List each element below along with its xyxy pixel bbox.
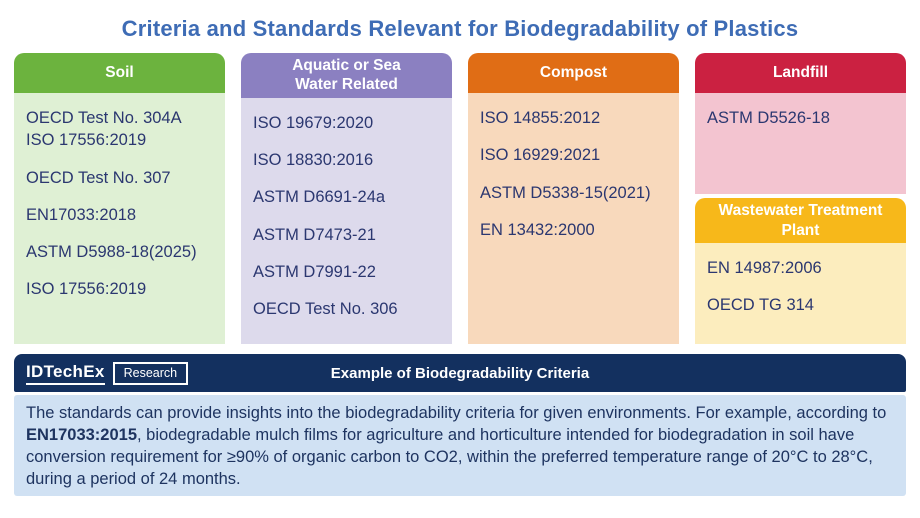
aquatic-body: ISO 19679:2020 ISO 18830:2016 ASTM D6691-2…	[241, 97, 452, 344]
column-soil: Soil OECD Test No. 304A ISO 17556:2019 OE…	[14, 53, 225, 344]
standard-item: OECD Test No. 307	[26, 168, 171, 187]
compost-header: Compost	[468, 53, 679, 93]
standard-item: ISO 16929:2021	[480, 146, 601, 165]
paragraph-pre: The standards can provide insights into …	[26, 404, 887, 422]
column-aquatic: Aquatic or Sea Water Related ISO 19679:2…	[241, 53, 452, 344]
column-landfill-wastewater: Landfill ASTM D5526-18 Wastewater Treatm…	[695, 53, 906, 344]
research-badge: Research	[112, 361, 189, 385]
standard-item: ISO 19679:2020	[253, 113, 374, 132]
example-paragraph: The standards can provide insights into …	[14, 395, 906, 496]
standard-item: ASTM D5988-18(2025)	[26, 243, 197, 262]
landfill-body: ASTM D5526-18	[695, 93, 906, 194]
idtechex-logo-text: IDTechEx	[26, 362, 105, 385]
footer-bar: IDTechEx Research Example of Biodegradab…	[14, 354, 906, 392]
standards-columns: Soil OECD Test No. 304A ISO 17556:2019 OE…	[0, 53, 920, 344]
standard-item: ISO 18830:2016	[253, 151, 374, 170]
standard-item: ISO 14855:2012	[480, 109, 601, 127]
idtechex-logo: IDTechEx Research	[26, 361, 189, 385]
standard-item: EN 14987:2006	[707, 259, 822, 277]
paragraph-bold: EN17033:2015	[26, 426, 138, 444]
footer-bar-title: Example of Biodegradability Criteria	[330, 364, 590, 382]
standard-item: EN17033:2018	[26, 205, 137, 224]
landfill-header: Landfill	[695, 53, 906, 93]
paragraph-post: , biodegradable mulch films for agricult…	[26, 426, 873, 488]
standard-item: OECD Test No. 306	[253, 300, 398, 319]
standard-item: OECD Test No. 304A ISO 17556:2019	[26, 109, 182, 150]
wastewater-header: Wastewater Treatment Plant	[695, 198, 906, 243]
compost-body: ISO 14855:2012 ISO 16929:2021 ASTM D5338-1…	[468, 93, 679, 344]
aquatic-header: Aquatic or Sea Water Related	[241, 53, 452, 98]
standard-item: ASTM D5338-15(2021)	[480, 183, 651, 202]
page-title: Criteria and Standards Relevant for Biod…	[121, 16, 799, 41]
standard-item: ASTM D6691-24a	[253, 188, 386, 207]
column-compost: Compost ISO 14855:2012 ISO 16929:2021 ASTM…	[468, 53, 679, 344]
soil-body: OECD Test No. 304A ISO 17556:2019 OECD Te…	[14, 93, 225, 344]
wastewater-body: EN 14987:2006 OECD TG 314	[695, 243, 906, 344]
card-wastewater: Wastewater Treatment Plant EN 14987:2006…	[695, 198, 906, 344]
standard-item: ASTM D7991-22	[253, 262, 376, 281]
standard-item: OECD TG 314	[707, 296, 814, 315]
soil-header: Soil	[14, 53, 225, 93]
standard-item: ASTM D5526-18	[707, 109, 830, 127]
standard-item: ISO 17556:2019	[26, 280, 147, 299]
standard-item: ASTM D7473-21	[253, 225, 376, 244]
standard-item: EN 13432:2000	[480, 220, 595, 239]
